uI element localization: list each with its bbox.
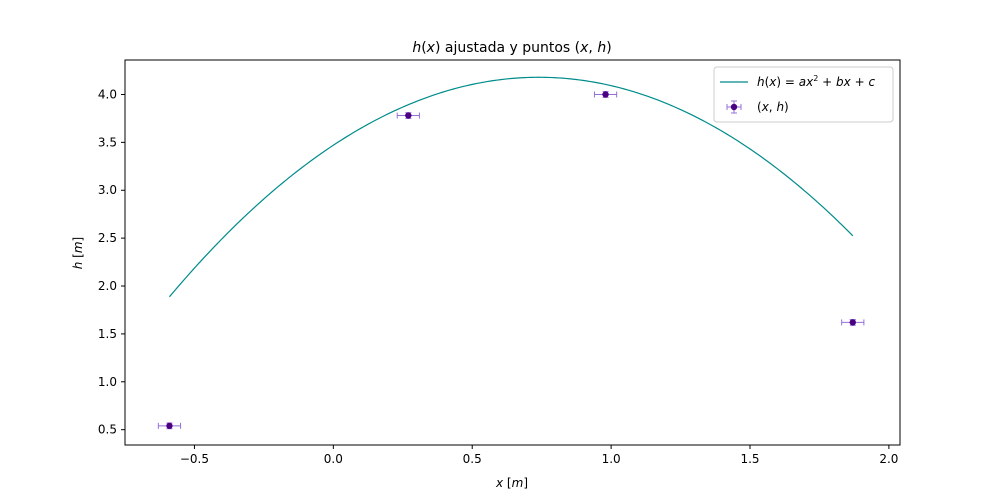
x-tick-label: 1.5	[740, 452, 759, 466]
data-point-marker	[602, 91, 609, 98]
data-point	[157, 422, 182, 430]
data-point-marker	[166, 422, 173, 430]
y-tick-label: 3.5	[98, 135, 117, 149]
y-axis-label: h [m]	[71, 237, 85, 270]
y-tick-label: 4.0	[98, 87, 117, 101]
legend-point-marker	[726, 100, 742, 114]
legend-box	[713, 66, 894, 123]
legend: h(x) = ax2 + bx + c (x, h)	[713, 66, 894, 123]
x-tick-label: −0.5	[180, 452, 209, 466]
legend-points-label: (x, h)	[757, 100, 789, 114]
data-point-marker	[730, 103, 738, 111]
chart-title: h(x) ajustada y puntos (x, h)	[412, 40, 611, 56]
legend-points-swatch	[726, 100, 742, 114]
data-point	[396, 112, 420, 119]
y-tick-label: 2.5	[98, 231, 117, 245]
data-points-layer	[157, 91, 865, 430]
data-point	[841, 319, 865, 326]
y-tick-label: 3.0	[98, 183, 117, 197]
legend-fit-label: h(x) = ax2 + bx + c	[757, 74, 875, 89]
x-tick-label: 1.0	[602, 452, 621, 466]
y-tick-label: 1.0	[98, 375, 117, 389]
data-point	[593, 91, 618, 98]
data-point-marker	[405, 112, 412, 119]
y-tick-label: 2.0	[98, 279, 117, 293]
x-tick-label: 0.0	[324, 452, 343, 466]
fit-curve	[168, 76, 854, 298]
plot-area	[124, 59, 901, 446]
y-tick-label: 1.5	[98, 327, 117, 341]
y-tick-label: 0.5	[98, 423, 117, 437]
x-axis-label: x [m]	[495, 476, 528, 490]
fit-curve-layer	[168, 76, 854, 298]
x-tick-label: 2.0	[879, 452, 898, 466]
data-point-marker	[849, 319, 856, 326]
x-tick-label: 0.5	[463, 452, 482, 466]
x-axis-ticks: −0.5 0.0 0.5 1.0 1.5 2.0	[180, 445, 898, 466]
y-axis-ticks: 0.5 1.0 1.5 2.0 2.5 3.0 3.5 4.0	[98, 87, 125, 437]
